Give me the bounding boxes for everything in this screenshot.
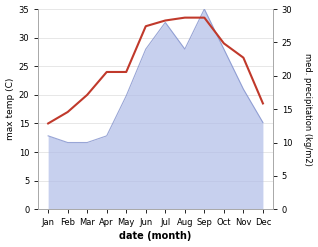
Y-axis label: max temp (C): max temp (C) [5,78,15,140]
X-axis label: date (month): date (month) [119,231,192,242]
Y-axis label: med. precipitation (kg/m2): med. precipitation (kg/m2) [303,53,313,165]
